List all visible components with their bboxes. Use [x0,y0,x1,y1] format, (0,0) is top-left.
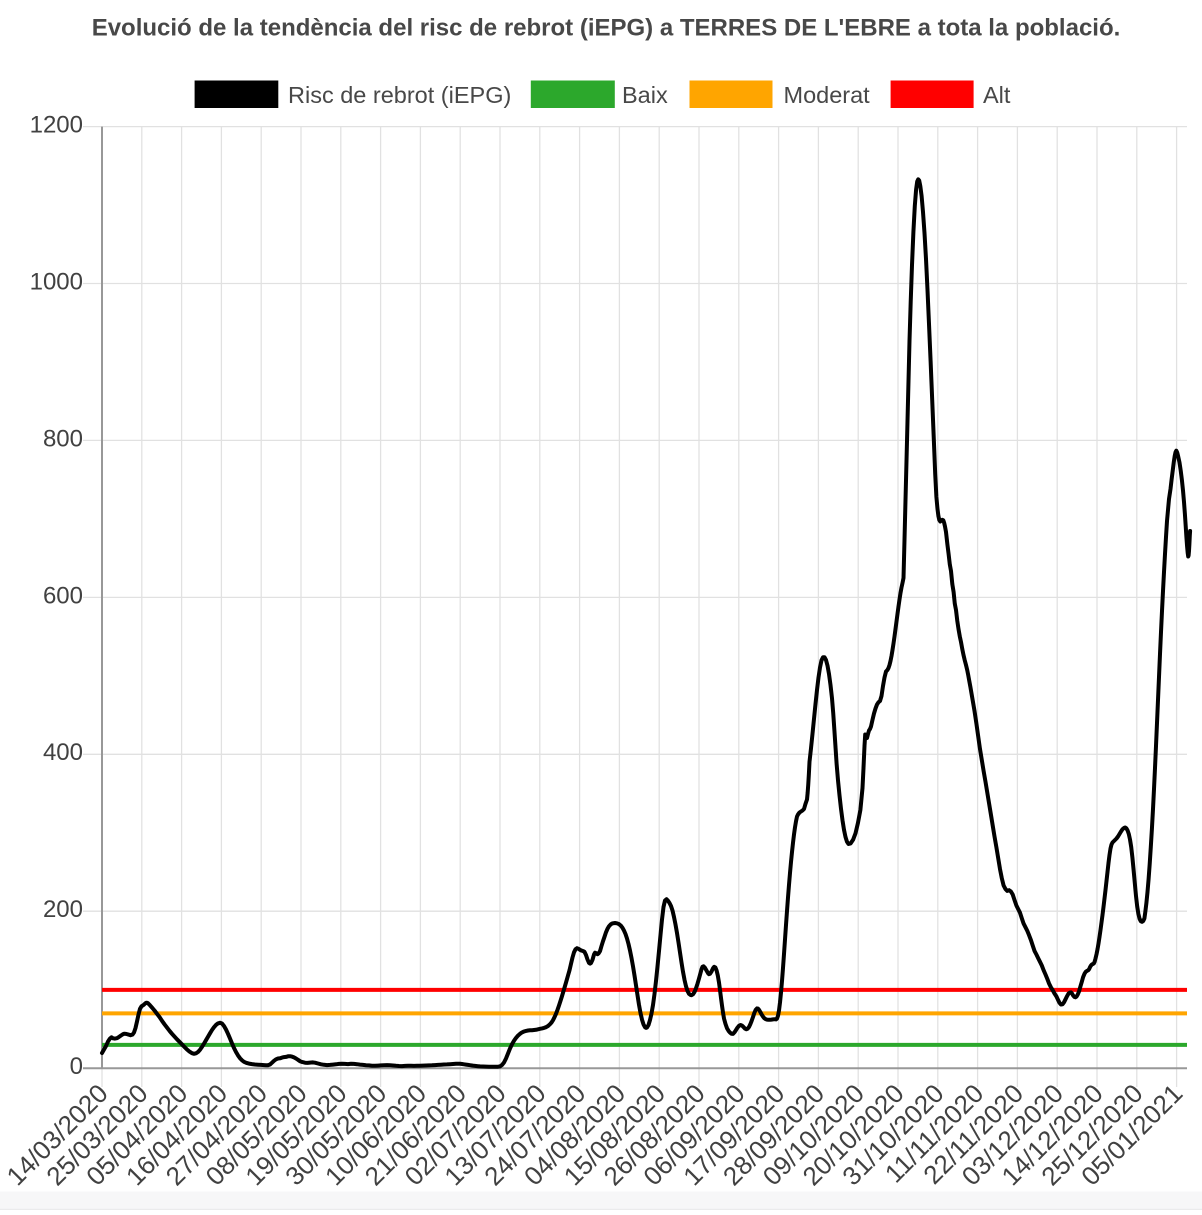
svg-text:Risc de rebrot (iEPG): Risc de rebrot (iEPG) [288,82,511,108]
svg-text:400: 400 [43,739,83,766]
svg-text:200: 200 [43,896,83,923]
svg-text:1200: 1200 [30,112,83,139]
svg-text:Moderat: Moderat [784,82,871,108]
svg-text:Baix: Baix [622,82,668,108]
svg-text:0: 0 [70,1053,83,1080]
svg-text:Alt: Alt [983,82,1011,108]
svg-text:600: 600 [43,582,83,609]
svg-text:1000: 1000 [30,268,83,295]
svg-text:800: 800 [43,425,83,452]
svg-text:Evolució de la tendència del r: Evolució de la tendència del risc de reb… [92,15,1121,42]
